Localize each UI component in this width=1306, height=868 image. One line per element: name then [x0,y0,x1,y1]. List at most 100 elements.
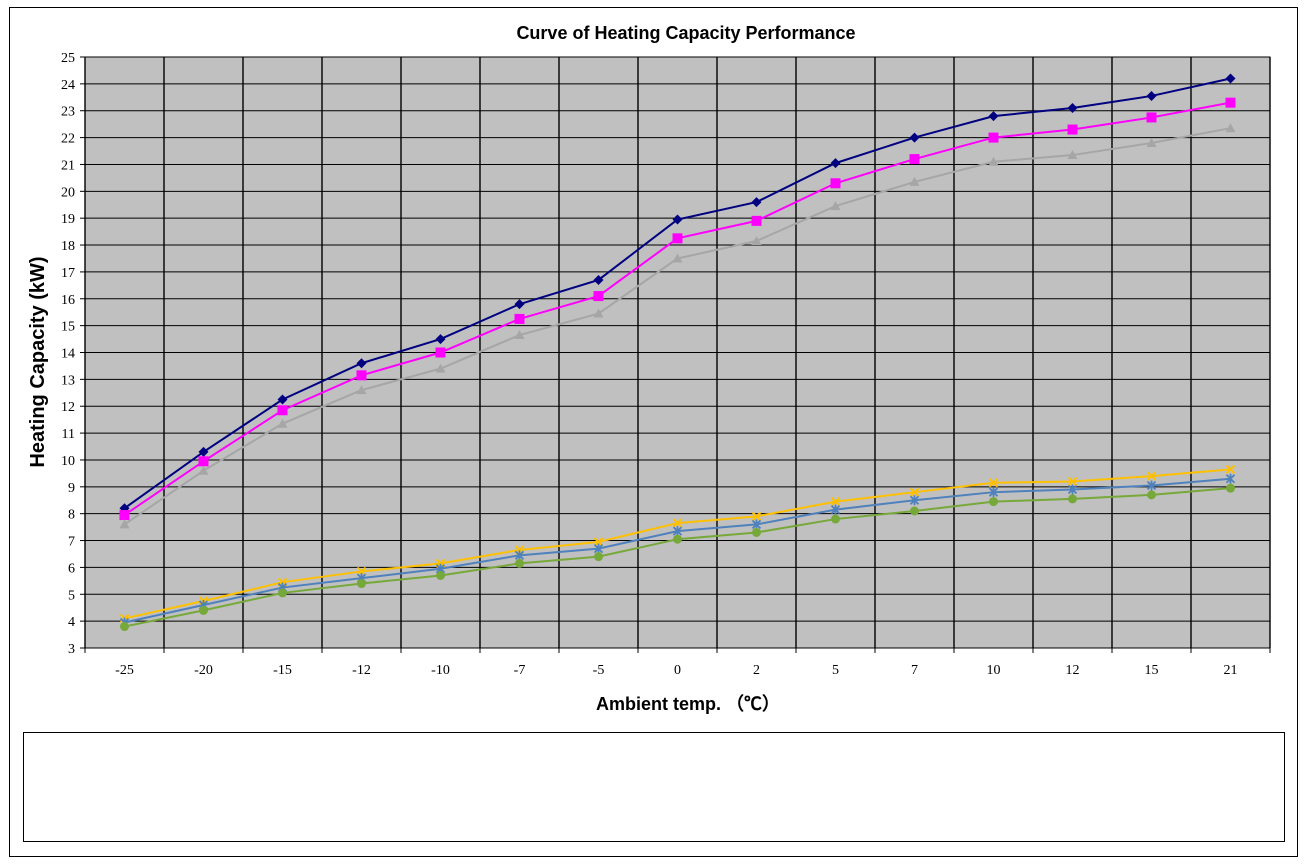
data-point [751,519,762,530]
data-point [988,478,999,488]
data-point [277,405,288,416]
data-point [1067,103,1078,114]
data-point [1146,471,1157,481]
data-point [198,446,209,457]
data-point [830,158,841,169]
plot-area: 345678910111213141516171819202122232425-… [61,51,1271,678]
y-tick-label: 25 [61,51,75,66]
x-tick-label: 0 [674,663,681,678]
y-tick-label: 8 [68,508,75,523]
data-point [988,156,999,166]
y-tick-label: 10 [61,454,75,469]
data-point [119,519,130,529]
x-tick-label: -15 [273,663,292,678]
data-point [672,253,683,263]
data-point [277,394,288,405]
x-tick-label: 7 [911,663,918,678]
data-point [988,487,999,498]
x-tick-label: 15 [1145,663,1159,678]
data-point [593,543,604,554]
x-tick-label: 12 [1066,663,1080,678]
data-point [198,465,209,475]
data-point [120,622,129,632]
data-point [593,291,604,302]
data-point [909,132,920,143]
data-point [752,527,761,537]
data-point [830,496,841,507]
data-point [514,330,525,340]
x-tick-label: -25 [115,663,134,678]
y-tick-label: 24 [61,78,75,93]
data-point [593,537,604,547]
data-point [119,510,130,521]
x-tick-label: 10 [987,663,1001,678]
data-point [278,588,287,598]
data-point [830,201,841,211]
data-point [1146,90,1157,101]
data-point [356,385,367,395]
legend-box [23,732,1285,842]
data-point [673,534,682,544]
x-tick-label: -12 [352,663,371,678]
data-point [1225,473,1236,484]
data-point [515,558,524,568]
data-point [1226,483,1235,493]
x-axis-label: Ambient temp. （℃） [596,694,780,714]
y-tick-label: 22 [61,132,75,147]
data-point [514,313,525,324]
data-point [830,178,841,189]
y-tick-label: 19 [61,212,75,227]
data-point [672,518,683,528]
data-point [1068,494,1077,504]
data-point [514,299,525,310]
x-tick-label: 2 [753,663,760,678]
y-tick-label: 18 [61,239,75,254]
y-tick-label: 14 [61,347,75,362]
data-point [909,487,920,497]
y-tick-label: 20 [61,185,75,200]
data-point [1147,490,1156,500]
data-point [672,526,683,537]
y-tick-label: 17 [61,266,75,281]
data-point [1225,464,1236,475]
x-tick-label: -7 [514,663,526,678]
x-tick-label: -20 [194,663,213,678]
y-tick-label: 9 [68,481,75,496]
data-point [672,233,683,244]
x-tick-label: 21 [1224,663,1238,678]
data-point [909,154,920,165]
data-point [1067,476,1078,487]
data-point [989,497,998,507]
data-point [593,274,604,285]
data-point [1225,73,1236,84]
data-point [909,495,920,506]
y-tick-label: 12 [61,400,75,415]
y-tick-label: 6 [68,561,75,576]
data-point [1146,112,1157,123]
data-point [277,418,288,428]
y-tick-label: 15 [61,320,75,335]
data-point [1146,137,1157,147]
data-point [1225,97,1236,108]
data-point [199,605,208,615]
data-point [594,552,603,562]
y-tick-label: 7 [68,535,75,550]
y-tick-label: 5 [68,588,75,603]
data-point [1067,484,1078,495]
data-point [593,308,604,318]
data-point [436,570,445,580]
data-point [1067,150,1078,160]
data-point [435,334,446,345]
y-axis-label: Heating Capacity (kW) [27,256,49,467]
x-tick-label: 5 [832,663,839,678]
data-point [1146,480,1157,491]
data-point [751,511,762,522]
data-point [909,176,920,186]
data-point [356,370,367,381]
y-tick-label: 13 [61,373,75,388]
data-point [751,236,762,246]
y-tick-label: 21 [61,158,75,173]
y-tick-label: 23 [61,105,75,120]
data-point [357,579,366,589]
